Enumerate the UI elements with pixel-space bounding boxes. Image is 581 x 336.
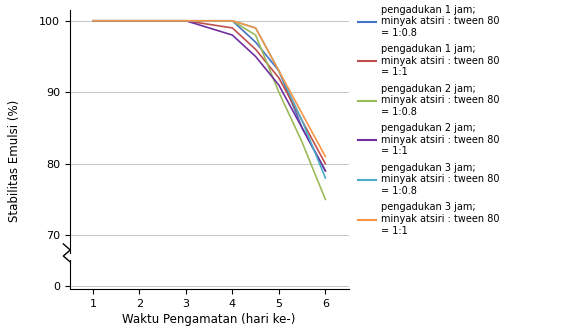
Legend: pengadukan 1 jam;
minyak atsiri : tween 80
= 1:0.8, pengadukan 1 jam;
minyak ats: pengadukan 1 jam; minyak atsiri : tween … [356,3,501,238]
X-axis label: Waktu Pengamatan (hari ke-): Waktu Pengamatan (hari ke-) [123,313,296,326]
Text: Stabilitas Emulsi (%): Stabilitas Emulsi (%) [8,100,21,222]
